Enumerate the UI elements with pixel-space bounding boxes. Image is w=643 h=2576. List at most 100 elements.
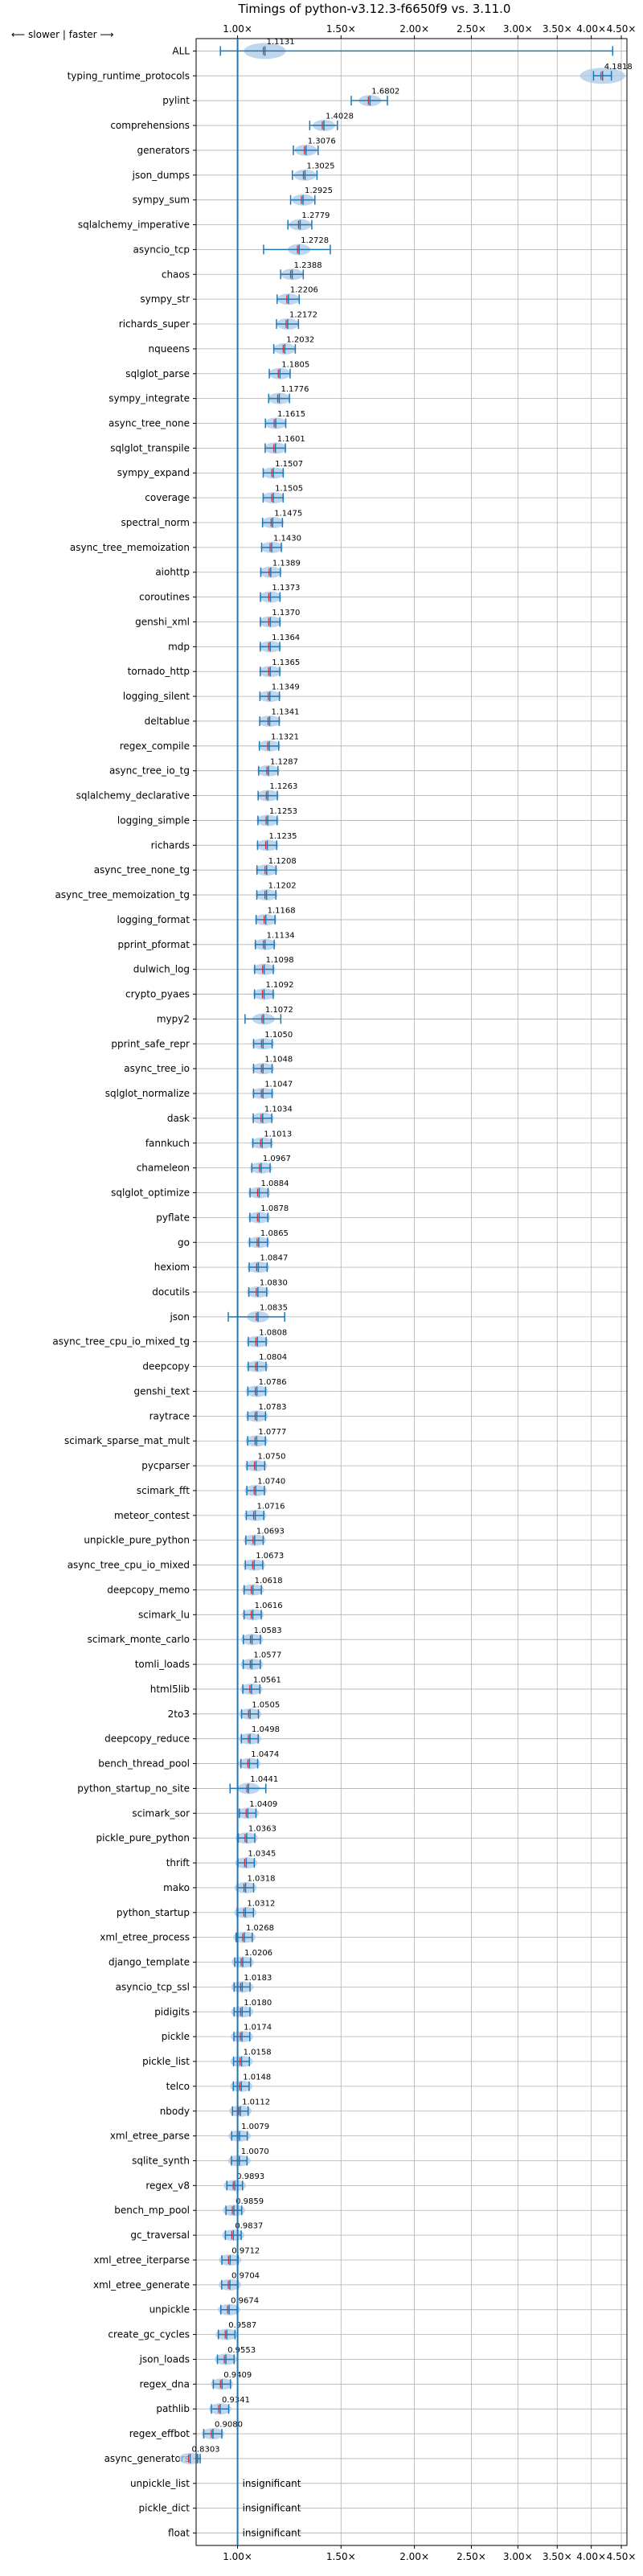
benchmark-row: deepcopy_memo 1.0618 [107,1577,283,1596]
benchmark-row: dask 1.1034 [167,1105,293,1124]
benchmark-row: async_tree_cpu_io_mixed 1.0673 [68,1552,284,1571]
benchmark-row: go 1.0865 [178,1229,289,1249]
benchmark-label: bench_mp_pool [114,2205,190,2216]
benchmark-label: mypy2 [157,1013,190,1024]
benchmark-row: deepcopy 1.0804 [142,1353,287,1372]
benchmark-row: async_tree_cpu_io_mixed_tg 1.0808 [52,1328,287,1347]
benchmark-row: pickle_pure_python 1.0363 [96,1825,276,1844]
benchmark-row: python_startup_no_site 1.0441 [77,1775,278,1795]
benchmark-label: nbody [160,2106,190,2117]
mean-value-label: 1.1615 [277,410,305,419]
mean-value-label: 1.0498 [252,1725,280,1734]
mean-value-label: 1.6802 [371,88,399,96]
mean-value-label: 1.0561 [253,1676,281,1685]
mean-value-label: 1.0847 [260,1254,288,1263]
benchmark-label: xml_etree_process [100,1932,190,1943]
mean-value-label: 1.0616 [255,1602,283,1610]
benchmark-row: richards_super 1.2172 [119,311,317,330]
benchmark-row: scimark_sor 1.0409 [132,1800,277,1819]
mean-value-label: 1.1253 [269,807,297,816]
benchmark-row: sqlalchemy_declarative 1.1263 [76,782,297,802]
mean-value-label: 1.0878 [260,1204,289,1213]
benchmark-row: asyncio_tcp_ssl 1.0183 [116,1974,272,1993]
benchmark-label: create_gc_cycles [108,2329,190,2340]
benchmark-row: dulwich_log 1.1098 [133,956,294,975]
benchmark-label: richards_super [119,318,190,330]
mean-value-label: 1.0180 [244,1999,272,2008]
benchmark-row: sympy_sum 1.2925 [133,187,333,206]
benchmark-row: scimark_fft 1.0740 [137,1478,285,1496]
benchmark-label: asyncio_tcp_ssl [116,1981,190,1992]
benchmark-label: unpickle_list [130,2478,190,2489]
benchmark-label: json_loads [139,2353,190,2365]
benchmark-label: sympy_sum [133,195,190,206]
benchmark-row: hexiom 1.0847 [154,1254,288,1274]
benchmark-label: pickle_dict [139,2503,190,2514]
mean-value-label: 1.0786 [259,1378,287,1387]
benchmark-row: unpickle 0.9674 [149,2296,259,2316]
benchmark-row: sympy_expand 1.1507 [117,460,303,479]
benchmark-label: async_tree_cpu_io_mixed_tg [52,1336,190,1347]
mean-value-label: 1.1048 [264,1056,293,1064]
benchmark-row: async_tree_none 1.1615 [109,410,305,429]
benchmark-row: mako 1.0318 [163,1874,276,1893]
x-tick-label-bottom: 1.50× [326,2551,356,2562]
benchmark-label: pylint [162,95,190,106]
mean-value-label: 1.1349 [272,683,300,692]
mean-value-label: 1.3025 [306,162,334,170]
benchmark-label: pickle_list [142,2056,190,2067]
chart-title: Timings of python-v3.12.3-f6650f9 vs. 3.… [238,2,511,16]
mean-value-label: 1.0363 [248,1825,276,1834]
mean-value-label: 1.0183 [244,1974,272,1983]
mean-value-label: 1.0750 [258,1453,286,1462]
benchmark-label: logging_silent [123,691,190,702]
mean-value-label: 1.2172 [289,311,317,320]
benchmark-row: float insignificant [168,2528,301,2539]
benchmark-label: unpickle [149,2304,190,2316]
mean-value-label: 1.0583 [254,1626,282,1635]
benchmark-label: pprint_safe_repr [111,1038,190,1049]
benchmark-row: pathlib 0.9341 [156,2396,250,2415]
mean-value-label: 1.0830 [260,1279,288,1288]
benchmark-label: hexiom [154,1261,190,1273]
benchmark-label: dulwich_log [133,964,190,975]
benchmark-row: meteor_contest 1.0716 [114,1502,285,1521]
mean-value-label: 1.1430 [273,534,301,543]
benchmark-label: mdp [168,641,190,652]
insignificant-label: insignificant [243,2528,301,2539]
mean-value-label: 1.1601 [277,435,305,444]
benchmark-row: coroutines 1.1373 [139,584,300,603]
benchmark-label: nqueens [149,343,190,355]
benchmark-label: sympy_str [140,293,190,305]
benchmark-label: async_tree_memoization [70,542,190,553]
benchmark-label: pickle [162,2031,190,2042]
benchmark-label: raytrace [149,1410,190,1421]
mean-value-label: 1.0505 [252,1700,280,1709]
x-tick-label-top: 4.50× [607,23,637,35]
benchmark-label: go [178,1237,190,1248]
benchmark-row: nqueens 1.2032 [149,335,314,355]
benchmark-label: regex_dna [139,2378,190,2389]
x-tick-label-top: 1.50× [326,23,356,35]
benchmark-row: docutils 1.0830 [152,1279,288,1298]
mean-value-label: 1.2032 [286,335,314,344]
mean-value-label: 0.9859 [235,2197,264,2206]
benchmark-label: async_tree_io [124,1063,190,1074]
x-tick-label-top: 3.50× [543,23,572,35]
benchmark-label: pycparser [141,1460,190,1471]
benchmark-row: async_tree_io_tg 1.1287 [109,757,298,777]
mean-value-label: 1.1805 [281,360,309,369]
benchmark-row: aiohttp 1.1389 [155,559,301,578]
benchmark-row: genshi_xml 1.1370 [135,609,300,628]
benchmark-row: scimark_sparse_mat_mult 1.0777 [64,1428,286,1447]
mean-value-label: 1.1365 [272,658,300,667]
benchmark-row: sympy_str 1.2206 [140,286,318,306]
benchmark-label: chaos [162,269,190,280]
benchmark-label: async_tree_io_tg [109,765,190,777]
benchmark-row: crypto_pyaes 1.1092 [125,981,293,1000]
benchmark-label: pyflate [156,1212,190,1223]
benchmark-row: async_tree_none_tg 1.1208 [94,857,297,876]
insignificant-label: insignificant [243,2478,301,2489]
benchmark-label: scimark_sparse_mat_mult [64,1435,190,1446]
